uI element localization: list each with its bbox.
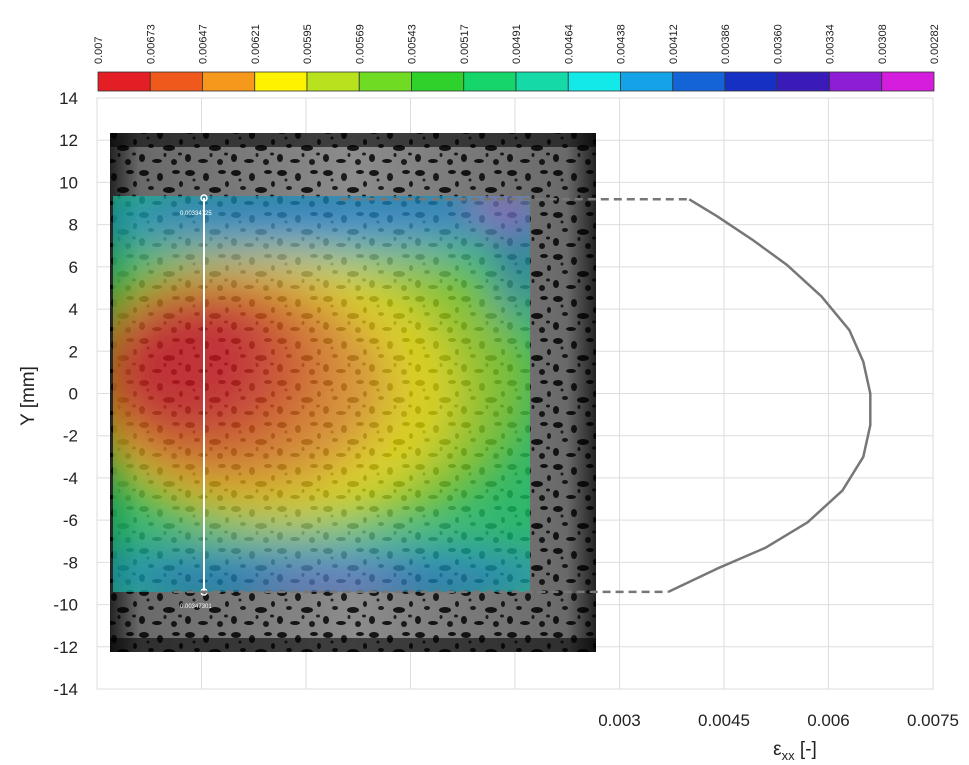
strain-profile-line xyxy=(667,198,872,594)
x-axis-title-symbol: ε xyxy=(773,739,782,760)
x-axis-title-unit: [-] xyxy=(795,739,817,760)
colorbar-swatch xyxy=(97,71,151,92)
y-tick-label: 2 xyxy=(69,342,78,361)
y-tick-label: -8 xyxy=(63,553,78,572)
colorbar-label: 0.00386 xyxy=(720,24,732,64)
colorbar-swatch xyxy=(724,71,778,92)
x-tick-labels: 0.003 0.0045 0.006 0.0075 xyxy=(598,711,959,730)
colorbar-label: 0.00621 xyxy=(250,24,262,64)
colorbar-swatch xyxy=(202,71,256,92)
colorbar-label: 0.00308 xyxy=(877,24,889,64)
colorbar-label: 0.00438 xyxy=(616,24,628,64)
colorbar-label: 0.00569 xyxy=(354,24,366,64)
y-tick-label: -6 xyxy=(63,511,78,530)
x-axis-title-subscript: xx xyxy=(782,748,796,763)
colorbar-swatch xyxy=(829,71,883,92)
x-axis-title: εxx [-] xyxy=(773,739,817,763)
y-tick-label: -14 xyxy=(53,680,78,699)
colorbar: 0.007 0.00673 0.00647 0.00621 0.00595 0.00569… xyxy=(93,24,941,92)
colorbar-swatch xyxy=(306,71,360,92)
colorbar-swatch xyxy=(672,71,726,92)
x-tick-label: 0.0075 xyxy=(907,711,959,730)
y-tick-label: -10 xyxy=(53,596,78,615)
y-tick-label: -2 xyxy=(63,427,78,446)
colorbar-swatch xyxy=(358,71,412,92)
y-tick-label: 12 xyxy=(59,131,78,150)
colorbar-label: 0.00412 xyxy=(668,24,680,64)
colorbar-label: 0.00543 xyxy=(407,24,419,64)
colorbar-label: 0.00282 xyxy=(929,24,941,64)
colorbar-label: 0.00673 xyxy=(145,24,157,64)
colorbar-swatch xyxy=(254,71,308,92)
colorbar-label: 0.00360 xyxy=(772,24,784,64)
colorbar-swatch xyxy=(881,71,935,92)
series-group xyxy=(173,198,872,594)
colorbar-swatch xyxy=(567,71,621,92)
y-tick-label: 0 xyxy=(69,385,78,404)
colorbar-swatch xyxy=(776,71,830,92)
probe-bottom-label: 0.00347301 xyxy=(180,604,212,610)
y-tick-label: 6 xyxy=(69,258,78,277)
probe-line: 0.00334725 0.00347301 xyxy=(180,194,212,610)
colorbar-label: 0.00517 xyxy=(459,24,471,64)
y-tick-label: 8 xyxy=(69,216,78,235)
y-tick-label: -12 xyxy=(53,638,78,657)
y-tick-label: 10 xyxy=(59,173,78,192)
y-tick-labels: 14 12 10 8 6 4 2 0 -2 -4 -6 -8 -10 -12 -14 xyxy=(53,89,78,699)
colorbar-swatch xyxy=(620,71,674,92)
x-tick-label: 0.003 xyxy=(598,711,641,730)
colorbar-swatch xyxy=(411,71,465,92)
colorbar-label: 0.00491 xyxy=(511,24,523,64)
colorbar-swatch xyxy=(463,71,517,92)
colorbar-label: 0.00595 xyxy=(302,24,314,64)
y-axis-title: Y [mm] xyxy=(18,366,39,426)
colorbar-label: 0.00464 xyxy=(563,24,575,64)
probe-top-label: 0.00334725 xyxy=(180,211,212,217)
colorbar-label: 0.00334 xyxy=(825,24,837,64)
y-tick-label: 4 xyxy=(69,300,78,319)
y-tick-label: 14 xyxy=(59,89,78,108)
colorbar-swatch xyxy=(515,71,569,92)
x-tick-label: 0.0045 xyxy=(698,711,750,730)
colorbar-label: 0.007 xyxy=(93,36,105,64)
colorbar-swatch xyxy=(149,71,203,92)
strain-field-overlay xyxy=(113,196,530,592)
x-tick-label: 0.006 xyxy=(807,711,850,730)
colorbar-label: 0.00647 xyxy=(198,24,210,64)
y-tick-label: -4 xyxy=(63,469,78,488)
